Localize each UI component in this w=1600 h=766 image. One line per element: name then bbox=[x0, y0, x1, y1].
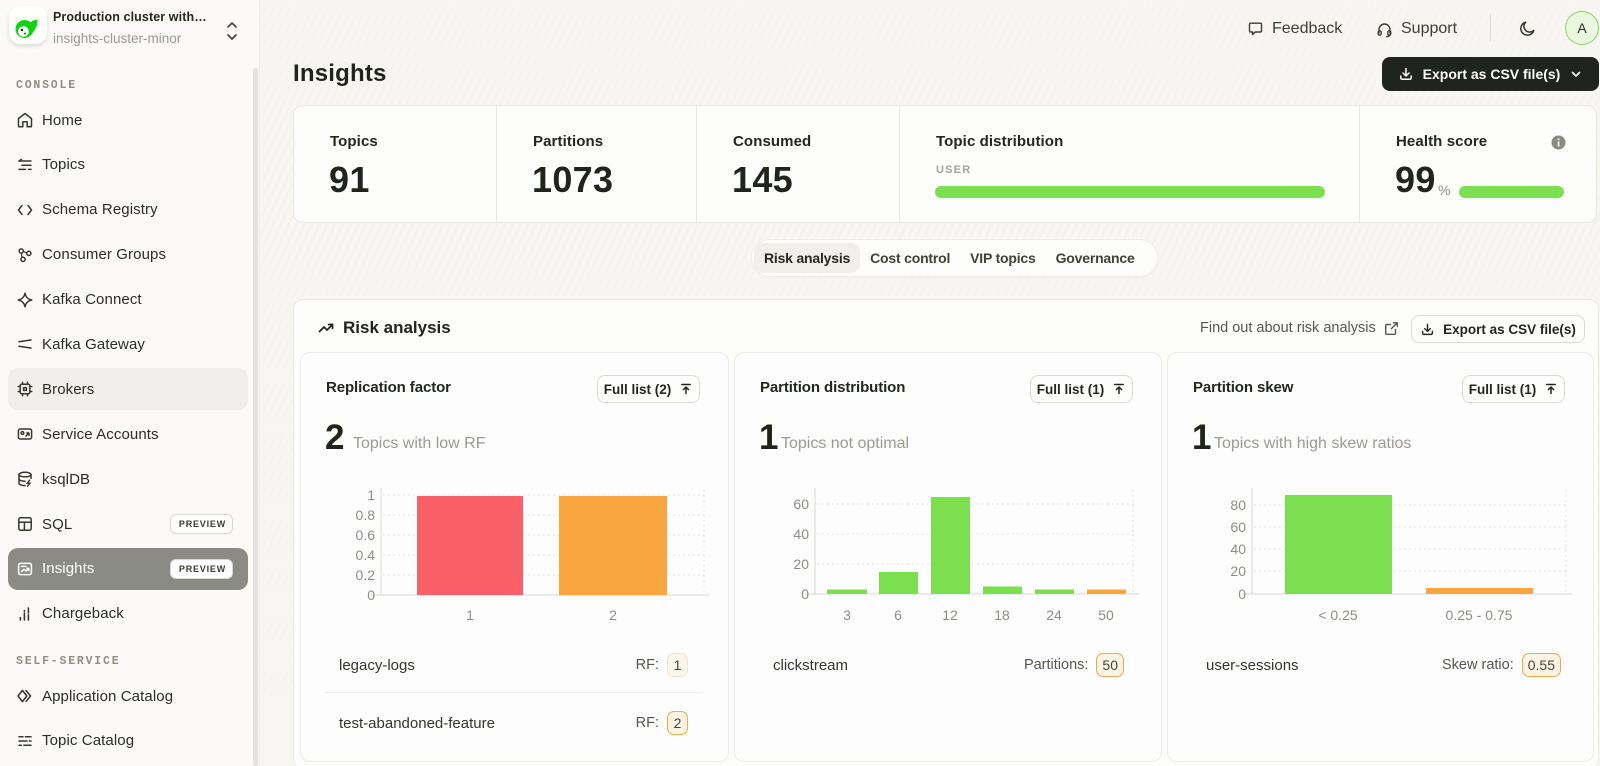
svg-text:40: 40 bbox=[793, 526, 809, 542]
svg-text:0.25 - 0.75: 0.25 - 0.75 bbox=[1446, 607, 1513, 623]
svg-text:3: 3 bbox=[843, 607, 851, 623]
svg-text:0.2: 0.2 bbox=[356, 567, 376, 583]
svg-text:6: 6 bbox=[894, 607, 902, 623]
svg-text:12: 12 bbox=[942, 607, 958, 623]
svg-text:1: 1 bbox=[466, 607, 474, 623]
svg-text:0: 0 bbox=[1238, 586, 1246, 602]
svg-text:20: 20 bbox=[793, 556, 809, 572]
svg-text:80: 80 bbox=[1230, 497, 1246, 513]
svg-text:2: 2 bbox=[609, 607, 617, 623]
svg-text:20: 20 bbox=[1230, 563, 1246, 579]
svg-text:0.6: 0.6 bbox=[356, 527, 376, 543]
svg-text:1: 1 bbox=[367, 487, 375, 503]
svg-text:< 0.25: < 0.25 bbox=[1318, 607, 1358, 623]
svg-text:50: 50 bbox=[1098, 607, 1114, 623]
svg-text:60: 60 bbox=[1230, 519, 1246, 535]
svg-text:0.8: 0.8 bbox=[356, 507, 376, 523]
svg-text:0: 0 bbox=[367, 587, 375, 603]
svg-text:0: 0 bbox=[801, 586, 809, 602]
svg-text:60: 60 bbox=[793, 496, 809, 512]
svg-text:40: 40 bbox=[1230, 541, 1246, 557]
svg-text:24: 24 bbox=[1046, 607, 1062, 623]
svg-text:18: 18 bbox=[994, 607, 1010, 623]
svg-text:0.4: 0.4 bbox=[356, 547, 376, 563]
